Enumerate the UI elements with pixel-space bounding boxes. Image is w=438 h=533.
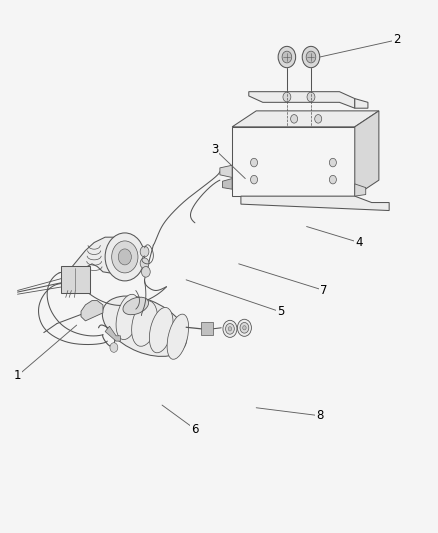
Ellipse shape — [132, 301, 157, 346]
Ellipse shape — [102, 296, 187, 357]
Circle shape — [223, 320, 237, 337]
Circle shape — [110, 343, 118, 352]
Circle shape — [291, 115, 298, 123]
Circle shape — [329, 158, 336, 167]
Circle shape — [307, 92, 315, 102]
Polygon shape — [241, 196, 389, 211]
Circle shape — [329, 175, 336, 184]
Ellipse shape — [149, 308, 173, 353]
FancyBboxPatch shape — [61, 266, 90, 293]
Circle shape — [283, 92, 291, 102]
Text: 7: 7 — [320, 284, 328, 297]
Circle shape — [140, 258, 149, 269]
Text: 6: 6 — [191, 423, 199, 435]
Circle shape — [302, 46, 320, 68]
Circle shape — [251, 158, 258, 167]
Polygon shape — [64, 237, 127, 285]
Circle shape — [105, 233, 145, 281]
Polygon shape — [220, 165, 232, 177]
FancyBboxPatch shape — [201, 322, 213, 335]
Circle shape — [228, 327, 232, 331]
Circle shape — [240, 322, 249, 333]
Ellipse shape — [167, 314, 189, 359]
Polygon shape — [105, 326, 120, 341]
Text: 1: 1 — [14, 369, 21, 382]
Ellipse shape — [123, 297, 148, 314]
Circle shape — [118, 249, 131, 265]
Polygon shape — [355, 184, 366, 196]
Circle shape — [306, 51, 316, 63]
Circle shape — [237, 319, 251, 336]
Text: 2: 2 — [392, 34, 400, 46]
Circle shape — [226, 324, 234, 334]
Polygon shape — [81, 301, 103, 321]
Text: 3: 3 — [211, 143, 218, 156]
Polygon shape — [232, 127, 355, 196]
Circle shape — [243, 326, 246, 330]
Circle shape — [112, 241, 138, 273]
Ellipse shape — [116, 294, 140, 340]
Circle shape — [278, 46, 296, 68]
Text: 8: 8 — [316, 409, 323, 422]
Circle shape — [314, 115, 321, 123]
Text: 5: 5 — [277, 305, 284, 318]
Polygon shape — [223, 179, 232, 189]
Text: 4: 4 — [355, 236, 363, 249]
Circle shape — [251, 175, 258, 184]
Polygon shape — [355, 99, 368, 108]
Circle shape — [282, 51, 292, 63]
Circle shape — [141, 266, 150, 277]
Polygon shape — [355, 111, 379, 196]
Polygon shape — [232, 111, 379, 127]
Polygon shape — [249, 92, 355, 108]
Circle shape — [140, 246, 149, 257]
